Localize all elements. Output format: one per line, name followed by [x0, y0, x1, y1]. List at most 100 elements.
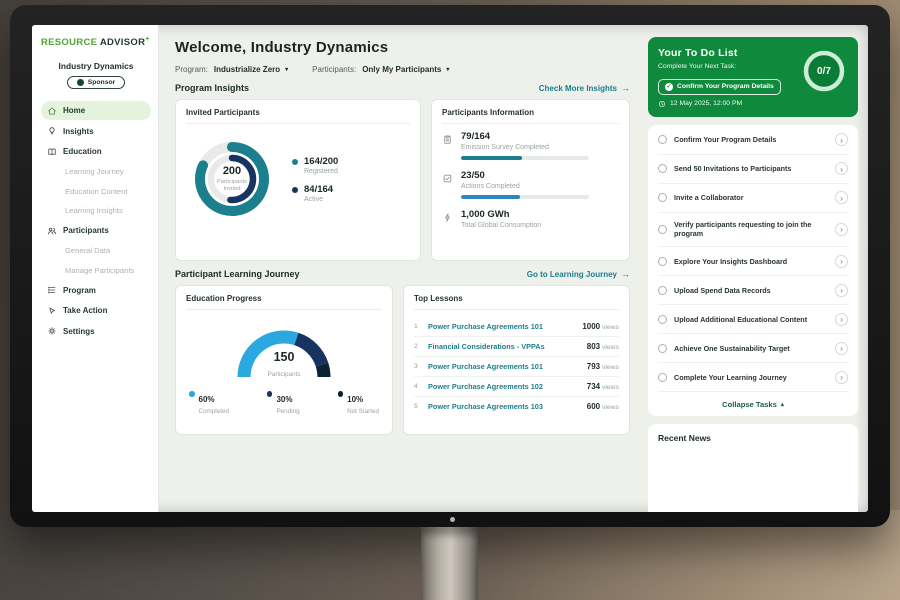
- sidebar-item-label: Insights: [63, 126, 94, 136]
- task-row[interactable]: Confirm Your Program Details ›: [658, 126, 848, 155]
- sidebar-item-label: Participants: [63, 226, 109, 236]
- gauge-center-label: 150 Participants: [267, 350, 301, 379]
- monitor-stand: [421, 527, 478, 600]
- lesson-link[interactable]: Power Purchase Agreements 101: [428, 322, 543, 331]
- sidebar-item-insights[interactable]: Insights: [41, 122, 151, 141]
- program-icon: [47, 285, 57, 295]
- participants-information-card: Participants Information 79/164 Emission…: [431, 99, 630, 261]
- sidebar-item-general-data[interactable]: General Data: [41, 242, 151, 260]
- sidebar-item-learning-insights[interactable]: Learning Insights: [41, 202, 151, 220]
- sidebar-item-settings[interactable]: Settings: [41, 322, 151, 341]
- chevron-right-icon[interactable]: ›: [835, 133, 848, 146]
- task-checkbox[interactable]: [658, 164, 667, 173]
- sidebar-item-participants[interactable]: Participants: [41, 221, 151, 240]
- task-checkbox[interactable]: [658, 314, 667, 324]
- insights-icon: [47, 126, 57, 136]
- lesson-row: 5 Power Purchase Agreements 103 600 view…: [414, 402, 619, 411]
- progress-bar: [461, 156, 589, 160]
- legend-dot: [189, 391, 195, 397]
- sidebar-item-take-action[interactable]: Take Action: [41, 301, 151, 320]
- chevron-down-icon: ▾: [285, 67, 289, 73]
- chevron-right-icon[interactable]: ›: [835, 341, 848, 355]
- task-checkbox[interactable]: [658, 343, 667, 353]
- task-row[interactable]: Explore Your Insights Dashboard ›: [658, 247, 848, 277]
- participants-icon: [47, 226, 57, 236]
- dashboard-screen: RESOURCE ADVISOR+ Industry Dynamics Spon…: [32, 25, 868, 512]
- education-icon: [47, 147, 57, 157]
- chevron-right-icon[interactable]: ›: [835, 191, 848, 204]
- task-row[interactable]: Invite a Collaborator ›: [658, 184, 848, 213]
- chevron-right-icon[interactable]: ›: [835, 312, 848, 326]
- task-checkbox[interactable]: [658, 285, 667, 295]
- task-row[interactable]: Verify participants requesting to join t…: [658, 213, 848, 248]
- sponsor-badge[interactable]: Sponsor: [66, 76, 126, 90]
- legend-dot: [292, 186, 298, 193]
- task-row[interactable]: Upload Additional Educational Content ›: [658, 305, 848, 335]
- legend-item: 164/200 Registered: [292, 156, 338, 175]
- task-checkbox[interactable]: [658, 256, 667, 266]
- arrow-right-icon: →: [621, 269, 630, 279]
- program-select[interactable]: Industrialize Zero ▾: [214, 65, 288, 74]
- go-to-learning-journey-link[interactable]: Go to Learning Journey →: [526, 269, 630, 279]
- task-label: Upload Additional Educational Content: [674, 314, 808, 324]
- sidebar-item-home[interactable]: Home: [41, 101, 151, 121]
- chevron-right-icon[interactable]: ›: [835, 162, 848, 175]
- gauge-legend-item: 30% Pending: [266, 389, 300, 415]
- chevron-down-icon: ▾: [446, 67, 450, 73]
- lesson-link[interactable]: Power Purchase Agreements 102: [428, 382, 543, 391]
- participants-select[interactable]: Only My Participants ▾: [362, 65, 449, 74]
- check-more-insights-link[interactable]: Check More Insights →: [538, 83, 630, 93]
- task-checkbox[interactable]: [658, 224, 667, 234]
- sidebar-item-learning-journey[interactable]: Learning Journey: [41, 163, 151, 181]
- sidebar-item-education[interactable]: Education: [41, 142, 151, 161]
- lesson-link[interactable]: Power Purchase Agreements 103: [428, 402, 543, 411]
- chevron-right-icon[interactable]: ›: [835, 222, 848, 236]
- task-label: Send 50 Invitations to Participants: [674, 163, 792, 173]
- sidebar-item-program[interactable]: Program: [41, 281, 151, 300]
- invited-participants-card: Invited Participants 200 Participants In…: [175, 99, 421, 261]
- lesson-link[interactable]: Power Purchase Agreements 101: [428, 362, 543, 371]
- recent-news-card: Recent News: [648, 424, 858, 512]
- chevron-right-icon[interactable]: ›: [835, 254, 848, 268]
- sidebar-item-manage-participants[interactable]: Manage Participants: [41, 261, 151, 279]
- check-icon: ✓: [665, 82, 673, 91]
- gauge-legend-item: 60% Completed: [189, 389, 229, 415]
- chevron-right-icon[interactable]: ›: [835, 283, 848, 297]
- task-label: Invite a Collaborator: [674, 192, 744, 202]
- task-checkbox[interactable]: [658, 193, 667, 202]
- sidebar: RESOURCE ADVISOR+ Industry Dynamics Spon…: [32, 25, 159, 512]
- legend-dot: [292, 158, 298, 165]
- legend-item: 84/164 Active: [292, 184, 338, 203]
- education-gauge-chart: 150 Participants: [222, 317, 346, 381]
- collapse-tasks-button[interactable]: Collapse Tasks ▴: [722, 400, 784, 410]
- card-title: Participants Information: [442, 108, 619, 124]
- card-title: Top Lessons: [414, 294, 619, 310]
- sidebar-item-label: Manage Participants: [65, 265, 135, 275]
- gauge-legend-item: 10% Not Started: [337, 389, 379, 415]
- brand-primary: RESOURCE: [41, 37, 98, 49]
- power-led: [450, 517, 455, 522]
- program-insights-header: Program Insights Check More Insights →: [175, 83, 630, 93]
- task-label: Achieve One Sustainability Target: [674, 343, 790, 353]
- sidebar-item-label: Learning Insights: [65, 206, 123, 216]
- card-title: Education Progress: [186, 294, 382, 310]
- next-task-button[interactable]: ✓ Confirm Your Program Details: [658, 78, 781, 95]
- sidebar-item-label: Take Action: [63, 306, 108, 316]
- chevron-right-icon[interactable]: ›: [835, 370, 848, 384]
- info-row: 23/50 Actions Completed: [442, 170, 619, 199]
- brand-secondary: ADVISOR+: [99, 36, 150, 49]
- task-row[interactable]: Complete Your Learning Journey ›: [658, 363, 848, 393]
- section-title: Participant Learning Journey: [175, 269, 300, 279]
- progress-bar: [461, 195, 589, 199]
- sidebar-item-label: Settings: [63, 326, 95, 336]
- action-icon: [47, 306, 57, 316]
- task-checkbox[interactable]: [658, 372, 667, 382]
- task-row[interactable]: Achieve One Sustainability Target ›: [658, 334, 848, 364]
- info-row: 79/164 Emission Survey Completed: [442, 131, 619, 160]
- task-label: Confirm Your Program Details: [674, 134, 777, 144]
- sidebar-item-education-content[interactable]: Education Content: [41, 182, 151, 200]
- task-row[interactable]: Send 50 Invitations to Participants ›: [658, 155, 848, 184]
- lesson-link[interactable]: Financial Considerations - VPPAs: [428, 342, 545, 351]
- task-checkbox[interactable]: [658, 135, 667, 144]
- task-row[interactable]: Upload Spend Data Records ›: [658, 276, 848, 306]
